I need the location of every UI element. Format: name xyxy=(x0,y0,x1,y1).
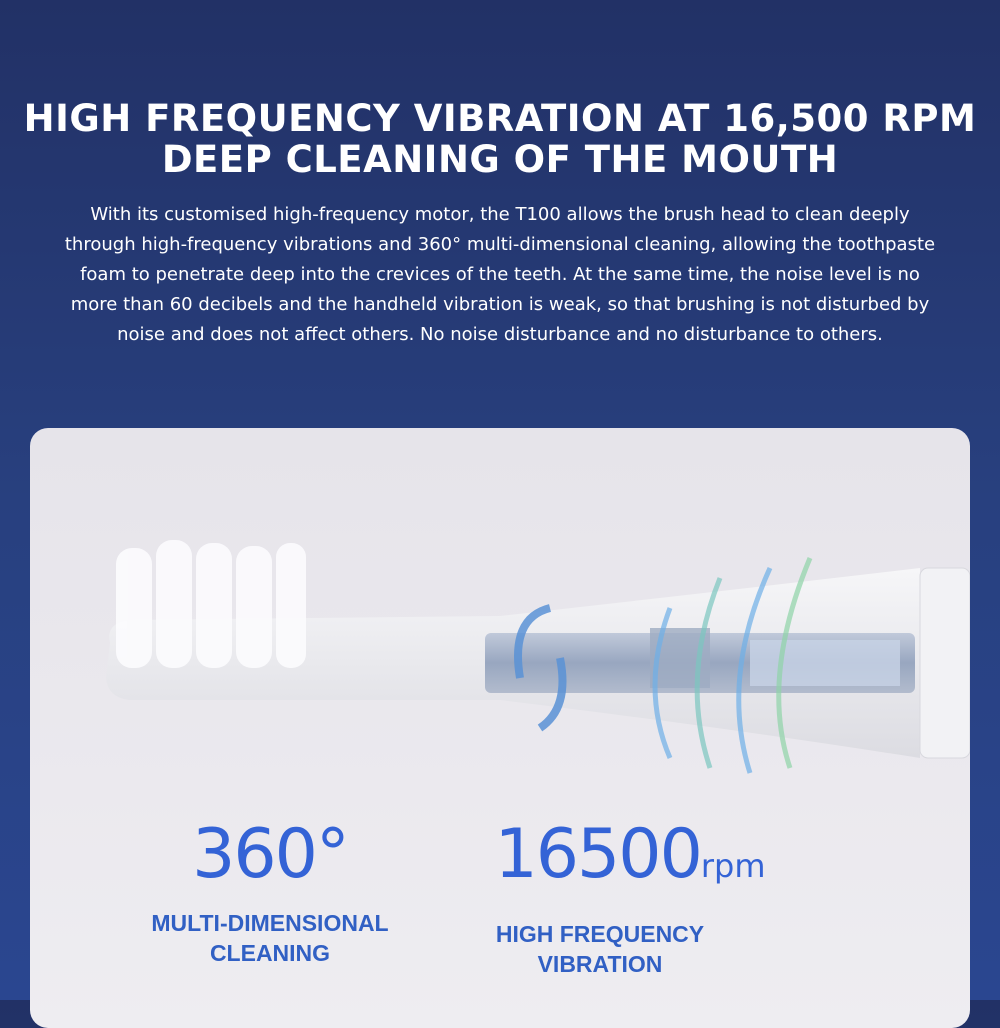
handle-end xyxy=(919,567,970,759)
description: With its customised high-frequency motor… xyxy=(64,204,936,345)
stat-unit: rpm xyxy=(700,847,766,885)
headline: HIGH FREQUENCY VIBRATION AT 16,500 RPM D… xyxy=(0,98,1000,180)
stat-rpm: 16500rpm HIGH FREQUENCY VIBRATION xyxy=(470,820,790,979)
product-card: 360° MULTI-DIMENSIONAL CLEANING 16500rpm… xyxy=(30,428,970,1028)
rotation-arrows-icon xyxy=(514,604,567,732)
stat-value: 360° xyxy=(192,815,350,894)
vibration-waves-icon xyxy=(652,557,813,774)
stat-value: 16500rpm xyxy=(470,820,790,901)
stat-label-line2: VIBRATION xyxy=(537,951,663,977)
toothbrush-illustration xyxy=(106,540,970,774)
stat-number: 16500 xyxy=(494,815,703,894)
stat-360: 360° MULTI-DIMENSIONAL CLEANING xyxy=(120,820,420,968)
stat-label-line2: CLEANING xyxy=(209,940,331,966)
headline-line2: DEEP CLEANING OF THE MOUTH xyxy=(161,138,839,181)
stat-label-line1: HIGH FREQUENCY xyxy=(495,921,705,947)
bristles xyxy=(116,540,306,668)
headline-line1: HIGH FREQUENCY VIBRATION AT 16,500 RPM xyxy=(23,97,977,140)
stat-label-line1: MULTI-DIMENSIONAL xyxy=(151,910,389,936)
